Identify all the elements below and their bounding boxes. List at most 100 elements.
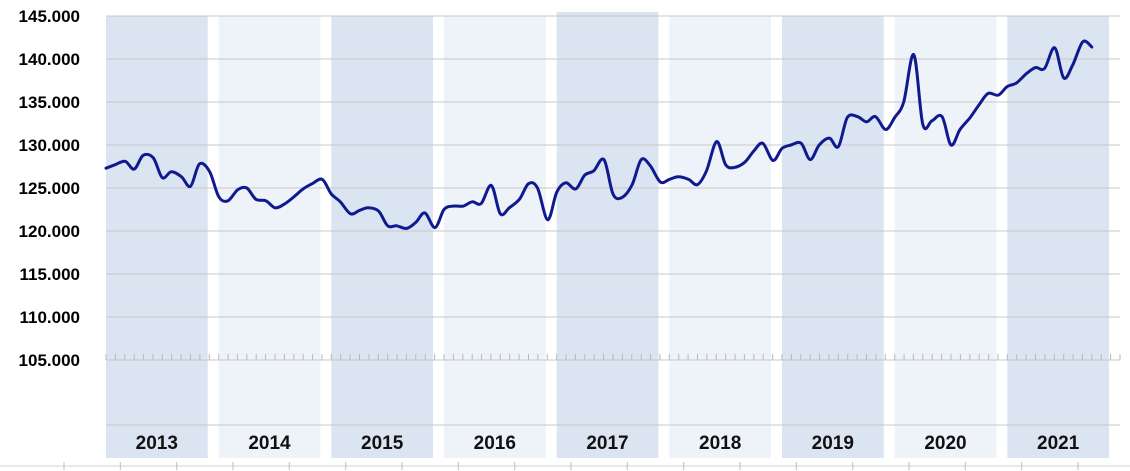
data-point [1090, 46, 1093, 49]
data-point [950, 144, 953, 147]
data-point [367, 206, 370, 209]
year-band-2013 [106, 16, 208, 458]
y-tick-label: 125.000 [19, 179, 80, 198]
data-point [480, 202, 483, 205]
data-point [715, 140, 718, 143]
data-point [283, 203, 286, 206]
data-point [339, 200, 342, 203]
data-point [856, 115, 859, 118]
year-band-2017 [556, 12, 659, 458]
x-axis: 2013 2014 2015 2016 2017 2018 2019 2020 2021 [136, 433, 1080, 454]
data-point [330, 193, 333, 196]
x-tick-label-2016: 2016 [474, 433, 516, 454]
y-tick-label: 145.000 [19, 7, 80, 26]
data-point [124, 160, 127, 163]
data-point [902, 101, 905, 104]
x-tick-label-2018: 2018 [699, 433, 741, 454]
data-point [395, 224, 398, 227]
data-point [621, 196, 624, 199]
data-point [612, 193, 615, 196]
data-point [941, 115, 944, 118]
data-point [997, 94, 1000, 97]
x-tick-label-2019: 2019 [812, 433, 854, 454]
data-point [265, 199, 268, 202]
data-point [921, 123, 924, 126]
y-tick-label: 110.000 [19, 308, 80, 327]
data-point [574, 187, 577, 190]
data-point [245, 187, 248, 190]
data-point [254, 198, 257, 201]
y-axis: 105.000 110.000 115.000 120.000 125.000 130.0… [19, 7, 80, 370]
year-band-2021 [1007, 16, 1109, 458]
data-point [733, 166, 736, 169]
data-point [687, 178, 690, 181]
data-point [358, 209, 361, 212]
data-point [180, 175, 183, 178]
data-point [293, 195, 296, 198]
data-point [564, 181, 567, 184]
data-point [1015, 82, 1018, 85]
data-point [518, 198, 521, 201]
data-point [846, 116, 849, 119]
data-point [274, 206, 277, 209]
minor-ticks [105, 354, 1121, 360]
year-band-2018 [669, 16, 771, 458]
data-point [603, 158, 606, 161]
data-point [818, 144, 821, 147]
data-point [743, 161, 746, 164]
data-point [705, 169, 708, 172]
data-point [471, 200, 474, 203]
series-line [104, 39, 1094, 230]
data-point [226, 199, 229, 202]
year-band-2014 [218, 16, 321, 458]
x-tick-label-2020: 2020 [924, 433, 966, 454]
data-point [386, 224, 389, 227]
data-point [349, 212, 352, 215]
data-point [930, 119, 933, 122]
data-point [978, 103, 981, 106]
data-point [865, 120, 868, 123]
data-point [696, 183, 699, 186]
data-point [133, 168, 136, 171]
y-tick-label: 115.000 [19, 265, 80, 284]
data-point [536, 187, 539, 190]
data-point [790, 144, 793, 147]
data-point [1062, 76, 1065, 79]
data-point [640, 158, 643, 161]
data-point [659, 181, 662, 184]
data-point [1081, 40, 1084, 43]
data-point [302, 187, 305, 190]
data-point [462, 205, 465, 208]
data-point [668, 178, 671, 181]
data-point [1006, 85, 1009, 88]
x-tick-label-2015: 2015 [361, 433, 404, 454]
data-point [152, 156, 155, 159]
data-point [1071, 64, 1074, 67]
data-point [198, 162, 201, 165]
y-tick-label: 130.000 [19, 136, 80, 155]
year-band-2020 [894, 16, 997, 458]
x-tick-label-2017: 2017 [586, 433, 628, 454]
data-point [452, 205, 455, 208]
data-point [752, 150, 755, 153]
year-band-2016 [444, 16, 546, 458]
data-point [893, 116, 896, 119]
data-point [583, 174, 586, 177]
data-point [170, 170, 173, 173]
data-point [1053, 46, 1056, 49]
data-point [546, 218, 549, 221]
data-point [499, 212, 502, 215]
y-tick-label: 135.000 [19, 93, 80, 112]
gridlines [0, 15, 1130, 470]
data-point [828, 137, 831, 140]
year-band-2019 [782, 16, 884, 458]
data-point [377, 210, 380, 213]
data-point [809, 158, 812, 161]
data-point [434, 226, 437, 229]
data-point [761, 142, 764, 145]
year-band-2015 [331, 16, 433, 458]
data-point [508, 206, 511, 209]
data-point [959, 128, 962, 131]
data-point [443, 208, 446, 211]
